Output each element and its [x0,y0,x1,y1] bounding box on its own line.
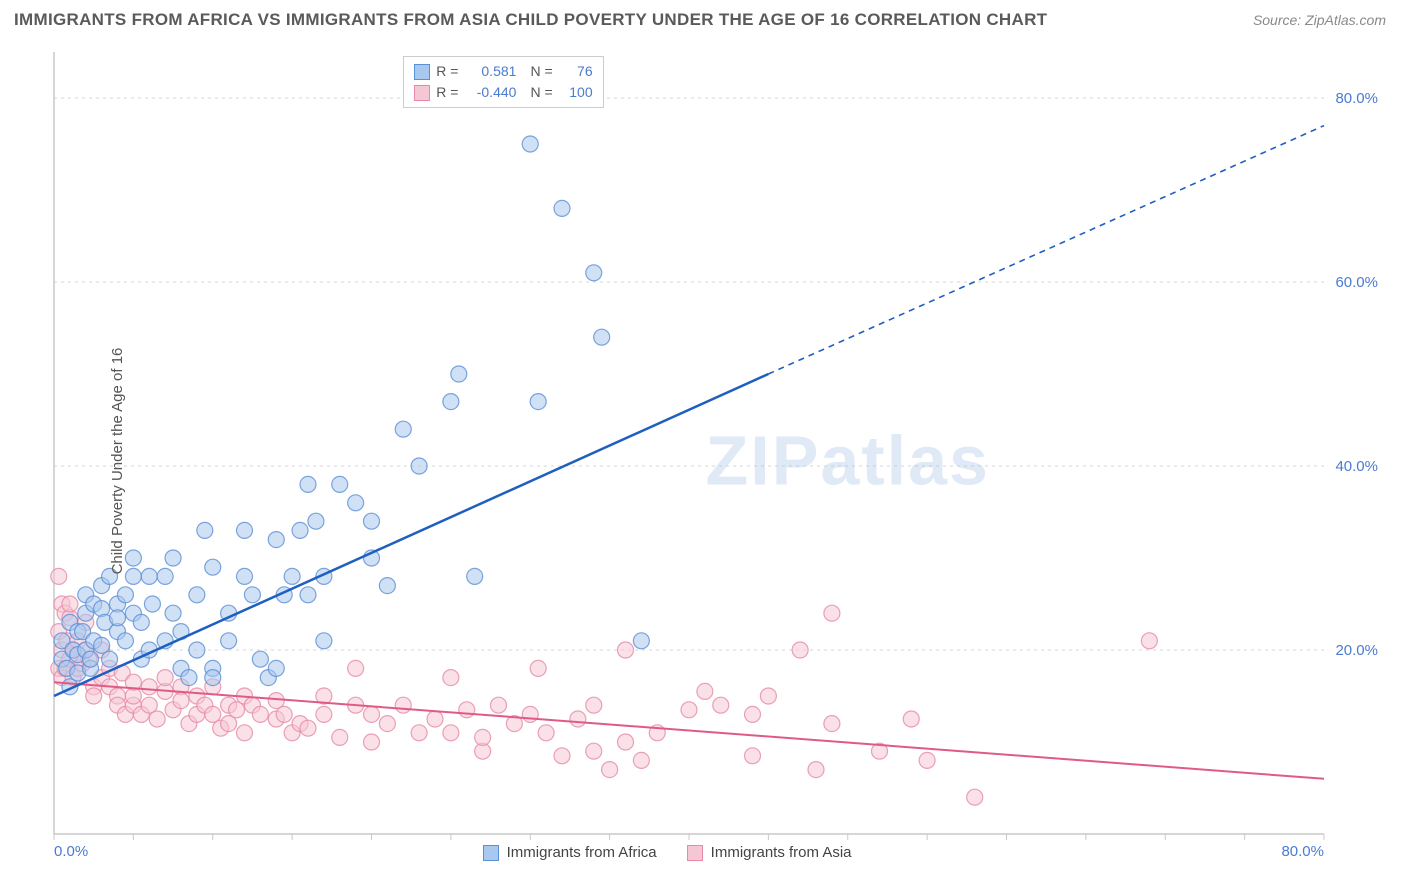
n-label: N = [530,82,552,103]
correlation-scatter-chart: 20.0% 40.0% 60.0% 80.0% 0.0% 80.0% ZIPatlas [14,40,1392,882]
legend-swatch-icon [414,85,430,101]
regression-line-africa-solid [54,374,768,696]
legend-swatch-icon [687,845,703,861]
legend-series-label: Immigrants from Asia [711,844,852,861]
r-value: -0.440 [464,82,516,103]
chart-title: IMMIGRANTS FROM AFRICA VS IMMIGRANTS FRO… [14,10,1047,30]
series-asia-points [51,568,1158,805]
n-value: 76 [559,61,593,82]
series-africa-points [54,136,649,695]
series-legend: Immigrants from Africa Immigrants from As… [483,844,852,861]
x-tick-label: 0.0% [54,843,88,860]
watermark: ZIPatlas [706,421,990,499]
source-attribution: Source: ZipAtlas.com [1253,12,1386,28]
legend-swatch-icon [483,845,499,861]
y-axis-label: Child Poverty Under the Age of 16 [109,348,126,575]
y-tick-label: 80.0% [1335,90,1378,107]
r-label: R = [436,61,458,82]
n-value: 100 [559,82,593,103]
x-tick-label: 80.0% [1281,843,1324,860]
regression-line-africa-dashed [768,126,1324,374]
y-tick-label: 40.0% [1335,458,1378,475]
n-label: N = [530,61,552,82]
legend-series-label: Immigrants from Africa [507,844,657,861]
r-value: 0.581 [464,61,516,82]
y-tick-label: 60.0% [1335,274,1378,291]
r-label: R = [436,82,458,103]
y-tick-label: 20.0% [1335,642,1378,659]
correlation-legend: R = 0.581 N = 76 R = -0.440 N = 100 [403,56,603,108]
legend-swatch-icon [414,64,430,80]
